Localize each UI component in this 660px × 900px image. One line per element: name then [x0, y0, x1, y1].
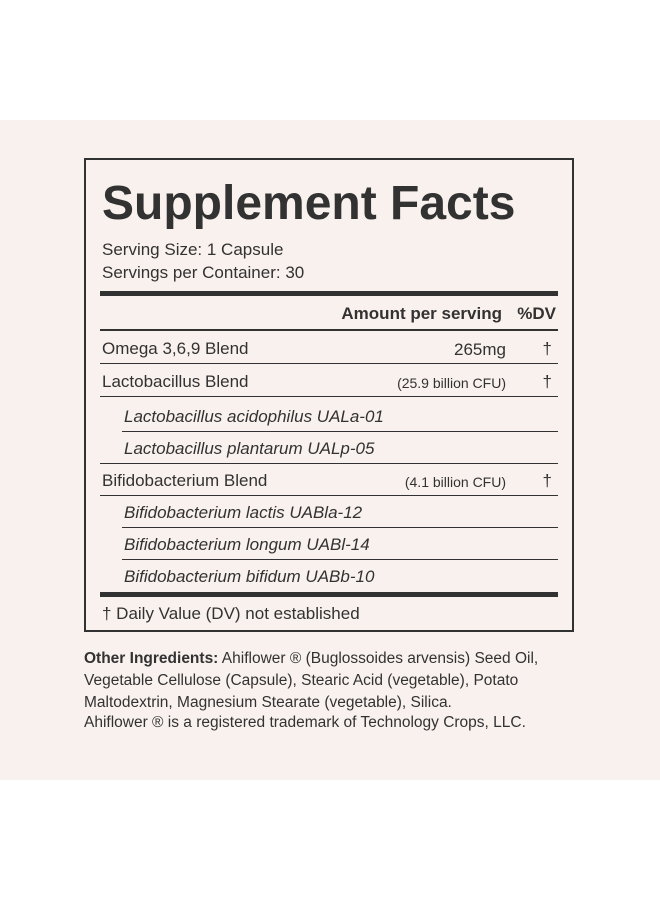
row-name: Lactobacillus Blend — [102, 372, 249, 391]
row-dv: † — [542, 471, 552, 490]
footnote: † Daily Value (DV) not established — [102, 604, 360, 623]
row-name: Bifidobacterium bifidum UABb-10 — [124, 567, 375, 586]
row-dv: † — [542, 372, 552, 391]
row-name: Bifidobacterium Blend — [102, 471, 268, 490]
row-divider — [100, 363, 558, 364]
trademark-notice: Ahiflower ® is a registered trademark of… — [84, 714, 526, 731]
table-row: Bifidobacterium bifidum UABb-10 — [100, 560, 558, 592]
header-rule — [100, 329, 558, 331]
table-row: Lactobacillus Blend (25.9 billion CFU) † — [100, 365, 558, 397]
other-ingredients: Other Ingredients: Ahiflower ® (Buglosso… — [84, 648, 584, 714]
table-row: Omega 3,6,9 Blend 265mg † — [100, 332, 558, 364]
row-amount: (25.9 billion CFU) — [397, 375, 506, 391]
table-row: Lactobacillus plantarum UALp-05 — [100, 432, 558, 464]
row-amount: (4.1 billion CFU) — [404, 474, 506, 490]
serving-size: Serving Size: 1 Capsule — [102, 240, 284, 259]
servings-per-container: Servings per Container: 30 — [102, 263, 305, 282]
table-row: Lactobacillus acidophilus UALa-01 — [100, 400, 558, 432]
row-name: Bifidobacterium longum UABl-14 — [124, 535, 370, 554]
row-name: Lactobacillus acidophilus UALa-01 — [124, 407, 384, 426]
other-ingredients-heading: Other Ingredients: — [84, 650, 219, 667]
row-name: Omega 3,6,9 Blend — [102, 339, 249, 358]
row-name: Lactobacillus plantarum UALp-05 — [124, 439, 375, 458]
table-row: Bifidobacterium Blend (4.1 billion CFU) … — [100, 464, 558, 496]
row-dv: † — [542, 339, 552, 358]
thick-rule-bottom — [100, 592, 558, 597]
row-divider — [122, 431, 558, 432]
dv-header: %DV — [517, 304, 556, 323]
other-ingredients-text: Ahiflower ® (Buglossoides arvensis) Seed… — [84, 650, 539, 711]
row-name: Bifidobacterium lactis UABla-12 — [124, 503, 363, 522]
background-panel — [0, 120, 660, 780]
row-divider — [100, 463, 558, 464]
row-divider — [100, 396, 558, 397]
thick-rule-top — [100, 291, 558, 296]
table-row: Bifidobacterium lactis UABla-12 — [100, 496, 558, 528]
panel-title: Supplement Facts — [102, 177, 516, 230]
row-divider — [100, 495, 558, 496]
amount-header: Amount per serving — [341, 304, 502, 323]
row-divider — [122, 527, 558, 528]
row-divider — [122, 559, 558, 560]
supplement-facts-panel: Supplement Facts Serving Size: 1 Capsule… — [84, 158, 574, 632]
table-row: Bifidobacterium longum UABl-14 — [100, 528, 558, 560]
row-amount: 265mg — [454, 340, 506, 359]
